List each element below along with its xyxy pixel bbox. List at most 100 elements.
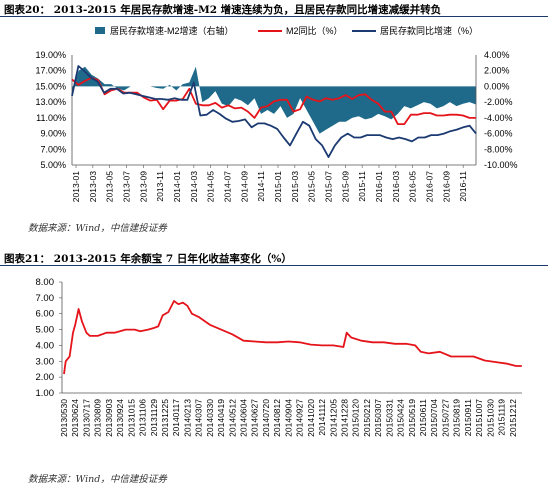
x-tick-label: 20140720 (261, 399, 271, 437)
y-axis-tick-label: 6.00 (36, 309, 55, 320)
legend-swatch-area (95, 27, 105, 34)
x-tick-label: 20131015 (126, 399, 136, 437)
x-tick-label: 2016-09 (441, 171, 451, 202)
chart-20-legend: 居民存款增速-M2增速（右轴） M2同比（%） 居民存款同比增速（%） (95, 25, 478, 36)
left-axis-tick-label: 11.00% (36, 113, 66, 123)
x-tick-label: 20150424 (396, 399, 406, 437)
y-axis-tick-label: 4.00 (36, 340, 55, 351)
x-tick-label: 20140512 (227, 399, 237, 437)
x-tick-label: 20130530 (59, 399, 69, 437)
x-tick-label: 2013-07 (122, 171, 132, 202)
right-axis-tick-label: 0.00% (484, 81, 510, 91)
x-tick-label: 20151007 (474, 399, 484, 437)
x-tick-label: 20130624 (70, 399, 80, 437)
x-tick-label: 2013-03 (88, 171, 98, 202)
x-tick-label: 2015-01 (273, 171, 283, 202)
x-tick-label: 20150911 (463, 399, 473, 436)
x-tick-label: 20140330 (205, 399, 215, 437)
line-series-yuebao-yield (63, 300, 522, 375)
x-tick-label: 20130809 (93, 399, 103, 437)
x-tick-label: 20140904 (283, 399, 293, 437)
right-axis-tick-label: -4.00% (484, 113, 513, 123)
figure-21-title: 图表21： 2013-2015 年余额宝 7 日年化收益率变化（%） (4, 253, 292, 265)
y-axis-tick-label: 3.00 (36, 356, 55, 367)
right-axis-tick-label: -8.00% (484, 144, 513, 154)
x-tick-label: 20150120 (351, 399, 361, 437)
right-axis-tick-label: 4.00% (484, 50, 510, 60)
x-tick-label: 20130924 (115, 399, 125, 437)
figure-20-title: 图表20： 2013-2015 年居民存款增速-M2 增速连续为负，且居民存款同… (4, 4, 442, 16)
x-tick-label: 20141112 (317, 399, 327, 436)
x-tick-label: 20151212 (508, 399, 518, 437)
x-tick-label: 20130903 (104, 399, 114, 437)
right-axis-tick-label: -6.00% (484, 129, 513, 139)
x-tick-label: 20151030 (485, 399, 495, 437)
legend-label-area: 居民存款增速-M2增速（右轴） (110, 25, 234, 36)
legend-label-deposit: 居民存款同比增速（%） (380, 25, 478, 36)
x-tick-label: 20140627 (250, 399, 260, 437)
x-tick-label: 20140812 (272, 399, 282, 437)
x-tick-label: 2013-05 (105, 171, 115, 202)
x-tick-label: 20130717 (81, 399, 91, 437)
x-tick-label: 20150331 (384, 399, 394, 437)
x-tick-label: 2016-01 (374, 171, 384, 202)
y-axis-tick-label: 2.00 (36, 372, 55, 383)
left-axis-tick-label: 13.00% (35, 97, 66, 107)
x-tick-label: 2016-05 (408, 171, 418, 202)
x-tick-label: 2016-07 (425, 171, 435, 202)
x-tick-label: 2014-05 (206, 171, 216, 202)
x-tick-label: 2014-07 (223, 171, 233, 202)
x-tick-label: 20141228 (339, 399, 349, 437)
left-axis-tick-label: 15.00% (35, 81, 66, 91)
x-tick-label: 2013-11 (155, 171, 165, 202)
x-tick-label: 20150307 (373, 399, 383, 437)
x-tick-label: 20150704 (429, 399, 439, 437)
x-tick-label: 20150727 (440, 399, 450, 437)
x-tick-label: 2014-11 (256, 171, 266, 202)
deposit-m2-chart: 居民存款增速-M2增速（右轴） M2同比（%） 居民存款同比增速（%） 5.00% 7.… (35, 25, 518, 202)
right-axis-tick-label: -10.00% (484, 160, 518, 170)
x-tick-label: 20150519 (407, 399, 417, 437)
x-tick-label: 20140604 (239, 399, 249, 437)
x-tick-label: 2015-11 (357, 171, 367, 202)
left-axis-tick-label: 5.00% (40, 160, 66, 170)
figure-21-title-rule (0, 265, 548, 266)
x-tick-label: 20141205 (328, 399, 338, 437)
area-series-deposit-minus-m2 (72, 66, 476, 134)
y-axis-tick-label: 7.00 (36, 293, 55, 304)
line-series-deposit-growth (71, 65, 477, 158)
y-axis-tick-label: 1.00 (36, 388, 55, 399)
x-tick-label: 20140307 (194, 399, 204, 437)
x-tick-label: 20141020 (306, 399, 316, 437)
x-tick-label: 20140117 (171, 399, 181, 436)
x-tick-label: 20131106 (138, 399, 148, 436)
x-tick-label: 2013-09 (138, 171, 148, 202)
x-tick-label: 2015-07 (324, 171, 334, 202)
figure-20-source: 数据来源：Wind，中信建投证券 (28, 223, 167, 234)
x-tick-label: 2016-03 (391, 171, 401, 202)
x-tick-label: 2014-01 (172, 171, 182, 202)
x-tick-label: 2014-09 (239, 171, 249, 202)
x-tick-label: 2015-03 (290, 171, 300, 202)
x-tick-label: 2015-09 (340, 171, 350, 202)
x-tick-label: 2014-03 (189, 171, 199, 202)
x-tick-label: 20151119 (497, 399, 507, 436)
x-tick-label: 20131225 (160, 399, 170, 437)
x-tick-label: 2013-01 (71, 171, 81, 202)
x-tick-label: 20150212 (362, 399, 372, 437)
x-tick-label: 20140927 (295, 399, 305, 437)
left-axis-tick-label: 19.00% (35, 50, 66, 60)
x-tick-label: 20131129 (149, 399, 159, 436)
x-tick-label: 20140419 (216, 399, 226, 437)
y-axis-tick-label: 5.00 (36, 325, 55, 336)
figure-21-source: 数据来源：Wind，中信建投证券 (28, 474, 167, 485)
right-axis-tick-label: 2.00% (484, 66, 510, 76)
left-axis-tick-label: 9.00% (40, 129, 66, 139)
right-axis-tick-label: -2.00% (484, 97, 513, 107)
figure-20-title-rule (0, 16, 548, 17)
legend-label-m2: M2同比（%） (286, 25, 343, 36)
yuebao-yield-chart: 1.00 2.00 3.00 4.00 5.00 6.00 7.00 8.00 20130530… (36, 277, 522, 437)
left-axis-tick-label: 17.00% (35, 66, 66, 76)
y-axis-tick-label: 8.00 (36, 277, 55, 288)
x-tick-label: 20150611 (418, 399, 428, 436)
